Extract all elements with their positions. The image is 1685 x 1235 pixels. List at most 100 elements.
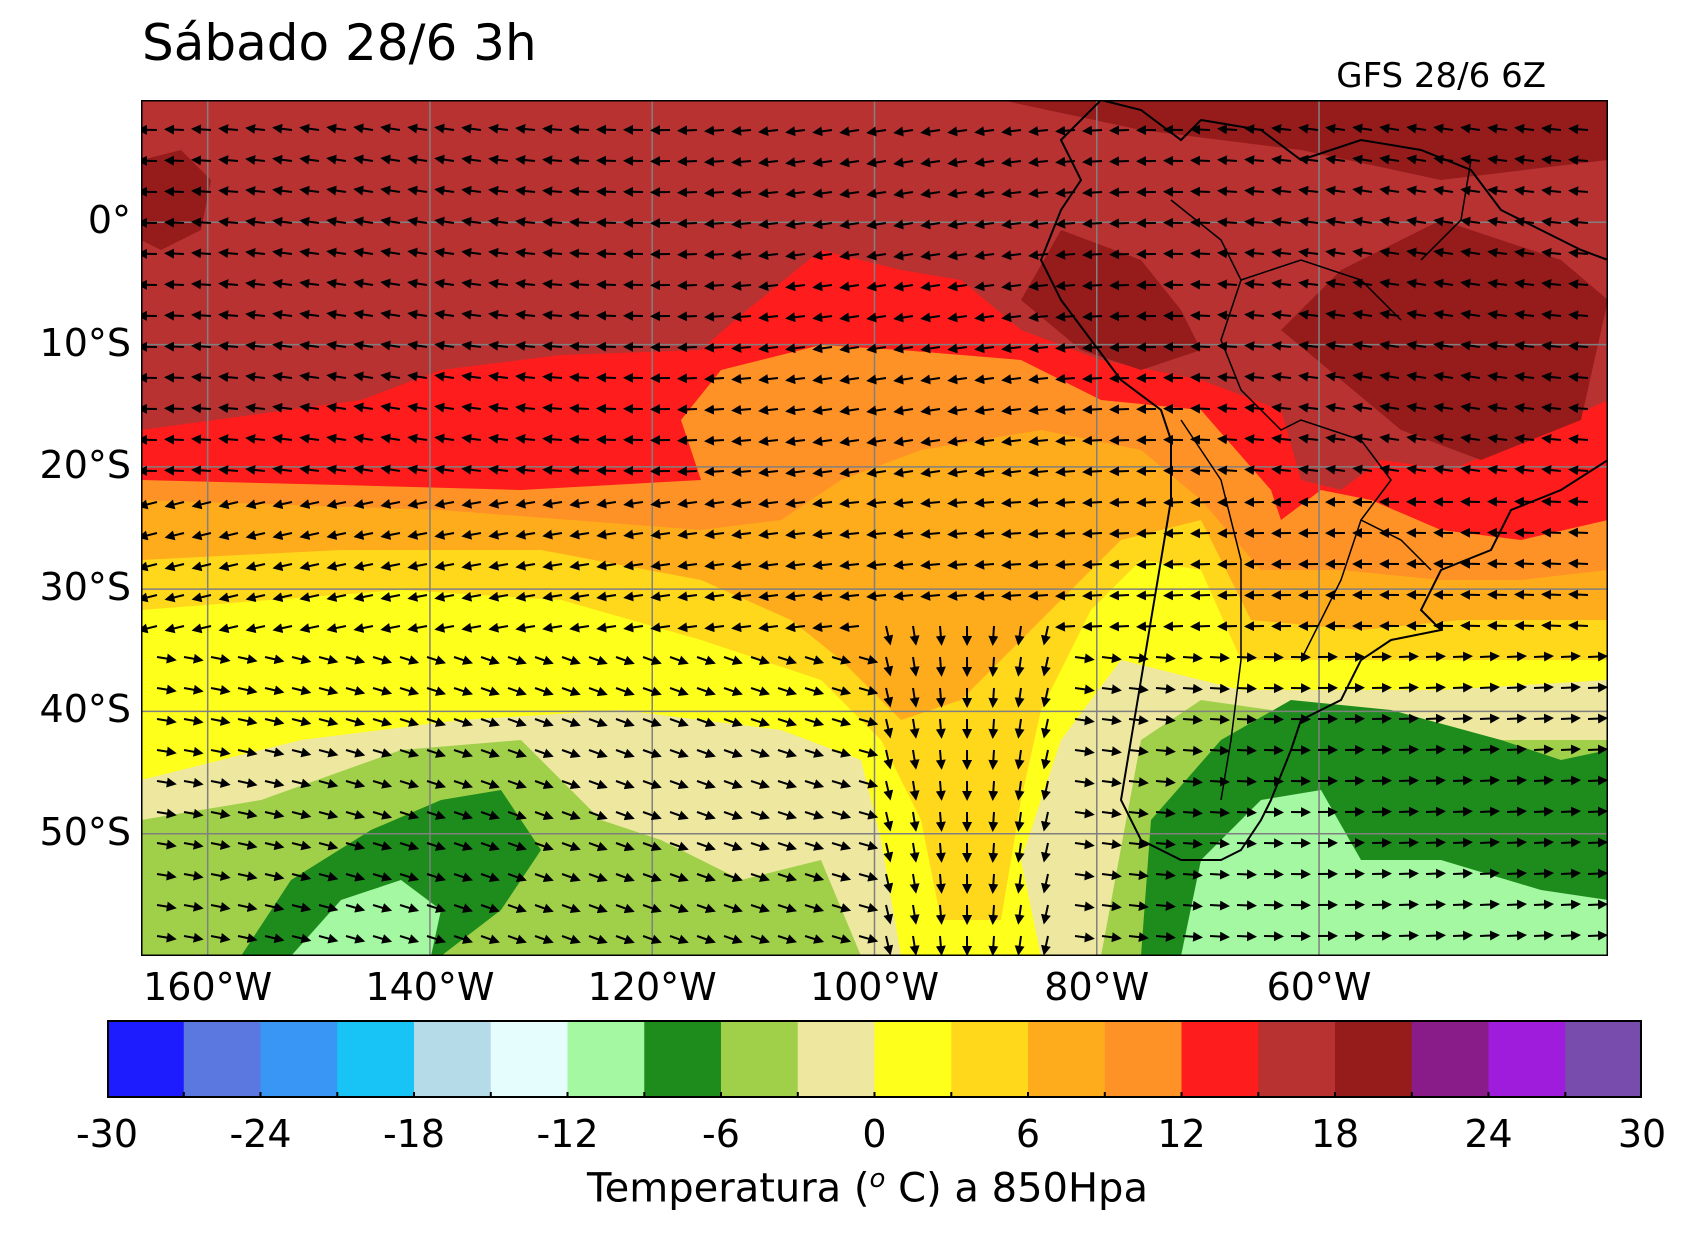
wind-arrow <box>669 748 689 759</box>
wind-arrow <box>461 433 482 444</box>
wind-arrow <box>1155 652 1176 663</box>
wind-arrow <box>1190 248 1211 259</box>
band-mint-east <box>1181 790 1608 956</box>
wind-arrow <box>299 340 320 351</box>
wind-arrow <box>696 717 716 728</box>
wind-arrow <box>515 279 536 289</box>
wind-arrow <box>1082 373 1103 384</box>
wind-arrow <box>561 810 581 821</box>
wind-arrow <box>615 779 635 790</box>
wind-arrow <box>1560 744 1581 755</box>
wind-arrow <box>515 465 536 475</box>
wind-arrow <box>858 871 879 882</box>
wind-arrow <box>569 498 590 509</box>
wind-arrow <box>1514 433 1535 444</box>
wind-arrow <box>615 841 635 852</box>
wind-arrow <box>453 655 473 665</box>
wind-arrow <box>245 216 266 227</box>
wind-arrow <box>883 656 894 677</box>
wind-arrow <box>866 405 887 416</box>
wind-arrow <box>704 435 725 446</box>
wind-arrow <box>1014 718 1025 739</box>
wind-arrow <box>1055 621 1076 632</box>
wind-arrow <box>758 405 779 416</box>
wind-arrow <box>1514 402 1535 413</box>
wind-arrow <box>326 278 347 289</box>
wind-arrow <box>758 622 779 633</box>
wind-arrow <box>326 371 347 382</box>
wind-arrow <box>1082 187 1103 198</box>
wind-arrow <box>1568 434 1589 445</box>
wind-arrow <box>1533 682 1554 693</box>
wind-arrow <box>561 655 581 666</box>
wind-arrow <box>1074 839 1095 850</box>
wind-arrow <box>434 464 455 475</box>
wind-arrow <box>777 686 798 696</box>
wind-arrow <box>191 124 212 135</box>
wind-arrow <box>785 622 806 633</box>
wind-arrow <box>1487 371 1508 382</box>
wind-arrow <box>183 901 204 912</box>
wind-arrow <box>326 433 347 444</box>
wind-arrow <box>299 499 320 509</box>
wind-arrow <box>1487 247 1508 258</box>
wind-arrow <box>245 309 266 320</box>
wind-arrow <box>839 405 860 416</box>
wind-arrow <box>1479 899 1500 910</box>
wind-arrow <box>839 343 860 354</box>
wind-arrow <box>1271 247 1292 258</box>
wind-arrow <box>974 497 995 508</box>
wind-arrow <box>1074 870 1095 881</box>
wind-arrow <box>669 872 689 883</box>
wind-arrow <box>272 402 293 413</box>
wind-arrow <box>588 810 608 821</box>
wind-arrow <box>704 125 725 136</box>
wind-arrow <box>299 154 320 165</box>
wind-arrow <box>507 717 527 728</box>
wind-arrow <box>218 499 239 510</box>
wind-arrow <box>696 748 716 759</box>
wind-arrow <box>191 310 212 321</box>
wind-arrow <box>669 841 689 852</box>
wind-arrow <box>1082 497 1103 508</box>
wind-arrow <box>1190 403 1211 414</box>
wind-arrow <box>812 312 833 323</box>
wind-arrow <box>893 405 914 416</box>
wind-arrow <box>1479 806 1500 817</box>
wind-arrow <box>318 685 339 696</box>
wind-arrow <box>935 811 946 832</box>
wind-arrow <box>1398 868 1419 879</box>
wind-arrow <box>326 592 347 602</box>
wind-arrow <box>1487 558 1508 569</box>
wind-arrow <box>642 779 662 790</box>
wind-arrow <box>1406 340 1427 351</box>
wind-arrow <box>642 717 662 728</box>
colorbar-swatch-15 <box>1258 1020 1336 1098</box>
wind-arrow <box>1236 776 1257 787</box>
wind-arrow <box>318 716 339 727</box>
wind-arrow <box>704 529 725 540</box>
wind-arrow <box>1433 247 1454 258</box>
wind-arrow <box>588 717 608 728</box>
wind-arrow <box>623 591 644 602</box>
wind-arrow <box>1244 186 1265 197</box>
wind-arrow <box>569 560 590 571</box>
wind-arrow <box>542 560 563 571</box>
wind-arrow <box>183 870 204 881</box>
wind-arrow <box>812 219 833 230</box>
wind-arrow <box>866 436 887 447</box>
wind-arrow <box>1568 124 1589 135</box>
wind-arrow <box>1325 123 1346 134</box>
wind-arrow <box>488 340 509 351</box>
wind-arrow <box>272 340 293 351</box>
wind-arrow <box>1325 216 1346 227</box>
degree-superscript: o <box>869 1164 886 1194</box>
wind-arrow <box>1406 278 1427 289</box>
wind-arrow <box>1514 340 1535 351</box>
wind-arrow <box>1568 403 1589 414</box>
wind-arrow <box>588 686 608 697</box>
wind-arrow <box>1209 900 1230 911</box>
wind-arrow <box>1244 279 1265 290</box>
wind-arrow <box>1433 371 1454 382</box>
colorbar-label-6: 6 <box>1015 1112 1041 1156</box>
